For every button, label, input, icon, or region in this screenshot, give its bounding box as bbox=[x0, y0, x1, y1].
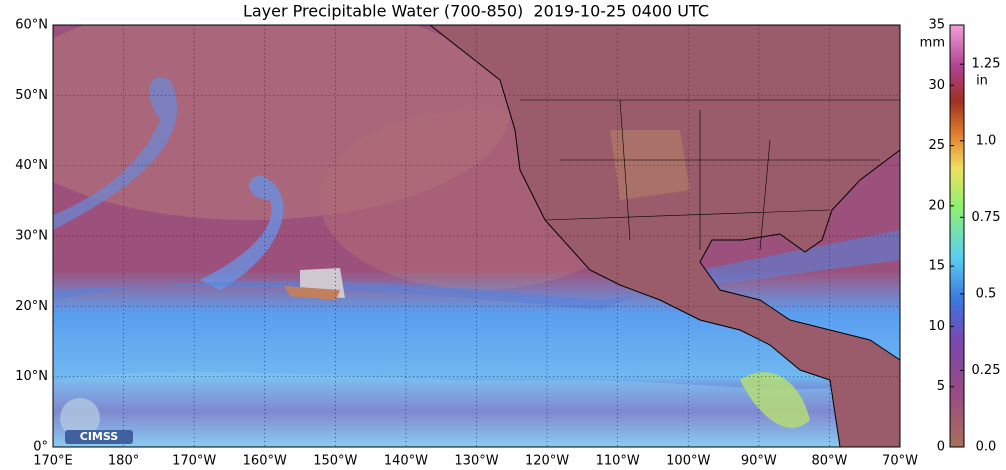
colorbar bbox=[949, 24, 965, 448]
lat-label: 20°N bbox=[15, 299, 48, 314]
colorbar-mm-label: 0 bbox=[937, 440, 945, 455]
colorbar-mm-label: 25 bbox=[928, 138, 945, 153]
lon-label: 120°W bbox=[525, 454, 569, 469]
colorbar-mm-label: 10 bbox=[928, 319, 945, 334]
colorbar-in-label: 0.0 bbox=[976, 440, 997, 455]
colorbar-mm-label: 30 bbox=[928, 78, 945, 93]
map bbox=[53, 25, 900, 447]
lat-label: 40°N bbox=[15, 158, 48, 173]
lat-label: 60°N bbox=[15, 18, 48, 33]
colorbar-mm-label: 35 bbox=[928, 18, 945, 33]
lon-label: 140°W bbox=[384, 454, 428, 469]
lon-label: 150°W bbox=[313, 454, 357, 469]
colorbar-mm-label: 20 bbox=[928, 198, 945, 213]
colorbar-mm-label: 15 bbox=[928, 259, 945, 274]
logo: CIMSS bbox=[60, 398, 133, 444]
colorbar-in-unit: in bbox=[976, 74, 988, 89]
map-frame bbox=[52, 24, 901, 448]
lon-label: 80°W bbox=[811, 454, 847, 469]
colorbar-in-label: 1.0 bbox=[976, 133, 997, 148]
lon-label: 180° bbox=[108, 454, 139, 469]
lat-label: 30°N bbox=[15, 229, 48, 244]
colorbar-in-label: 1.25 bbox=[972, 57, 1001, 72]
lat-label: 50°N bbox=[15, 88, 48, 103]
lon-label: 100°W bbox=[666, 454, 710, 469]
colorbar-mm-unit: mm bbox=[920, 36, 945, 51]
colorbar-mm-label: 5 bbox=[937, 379, 945, 394]
logo-text: CIMSS bbox=[80, 430, 119, 443]
lon-label: 130°W bbox=[454, 454, 498, 469]
colorbar-in-label: 0.75 bbox=[972, 210, 1001, 225]
lon-label: 170°W bbox=[172, 454, 216, 469]
colorbar-in-label: 0.5 bbox=[976, 286, 997, 301]
lat-label: 0° bbox=[33, 440, 48, 455]
lon-label: 160°W bbox=[243, 454, 287, 469]
lon-label: 110°W bbox=[596, 454, 640, 469]
lon-label: 90°W bbox=[741, 454, 777, 469]
lon-label: 70°W bbox=[882, 454, 918, 469]
lon-label: 170°E bbox=[33, 454, 73, 469]
title: Layer Precipitable Water (700-850) 2019-… bbox=[243, 2, 709, 21]
lat-label: 10°N bbox=[15, 369, 48, 384]
colorbar-in-label: 0.25 bbox=[972, 363, 1001, 378]
